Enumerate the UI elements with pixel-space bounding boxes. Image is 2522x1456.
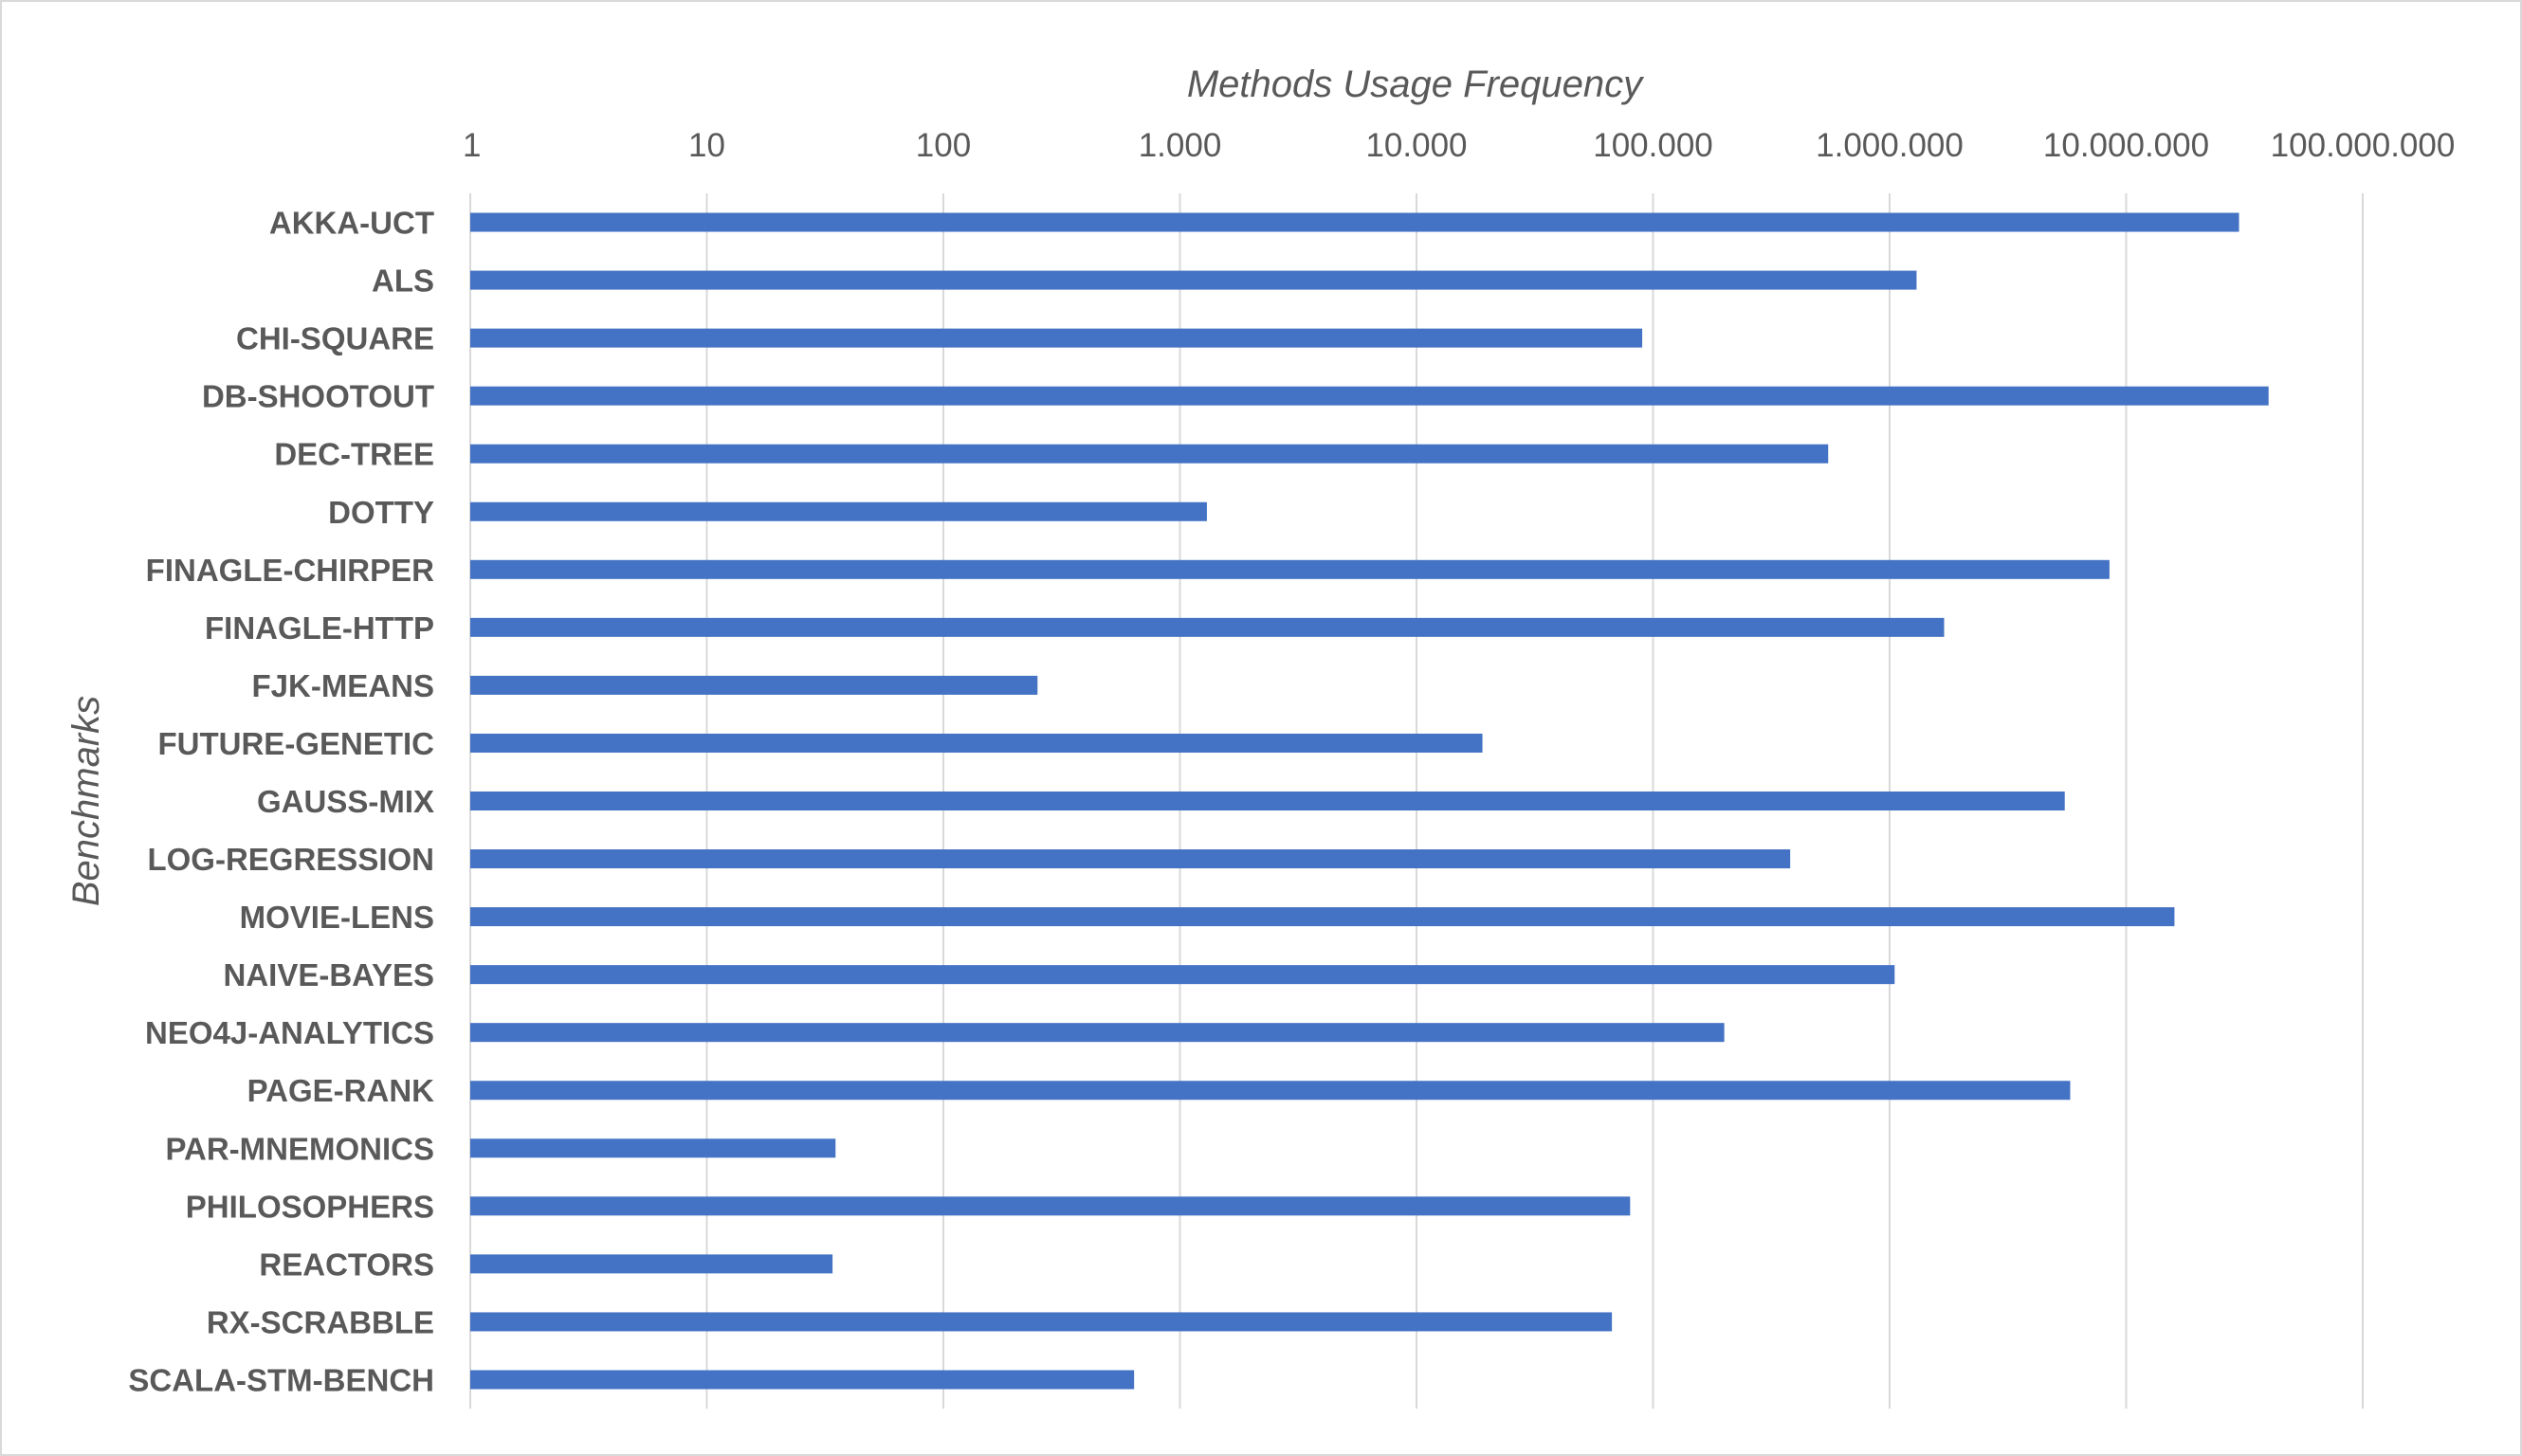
bar-movie-lens (470, 907, 2175, 927)
category-label-db-shootout: DB-SHOOTOUT (202, 379, 434, 414)
bar-akka-uct (470, 212, 2239, 232)
category-label-philosophers: PHILOSOPHERS (186, 1189, 434, 1224)
category-label-gauss-mix: GAUSS-MIX (257, 784, 434, 819)
bar-finagle-chirper (470, 559, 2110, 579)
category-label-future-genetic: FUTURE-GENETIC (158, 726, 435, 761)
category-label-reactors: REACTORS (259, 1247, 434, 1282)
bar-naive-bayes (470, 965, 1895, 985)
x-tick-label: 100.000.000 (2271, 127, 2456, 164)
bar-gauss-mix (470, 792, 2065, 810)
x-tick-label: 10.000 (1365, 127, 1467, 164)
category-label-movie-lens: MOVIE-LENS (240, 900, 434, 935)
bar-fjk-means (470, 675, 1038, 695)
category-label-scala-stm-bench: SCALA-STM-BENCH (128, 1362, 434, 1397)
bar-db-shootout (470, 386, 2269, 406)
x-tick-label: 1.000.000 (1816, 127, 1964, 164)
category-label-naive-bayes: NAIVE-BAYES (223, 957, 434, 992)
bar-als (470, 270, 1917, 290)
category-label-page-rank: PAGE-RANK (247, 1073, 435, 1108)
bar-future-genetic (470, 733, 1483, 753)
bar-dec-tree (470, 444, 1829, 464)
category-label-par-mnemonics: PAR-MNEMONICS (165, 1131, 434, 1166)
bar-chi-square (470, 328, 1643, 348)
bar-par-mnemonics (470, 1138, 836, 1158)
x-tick-label: 1.000 (1139, 127, 1222, 164)
category-label-neo4j-analytics: NEO4J-ANALYTICS (145, 1015, 434, 1050)
x-tick-label: 100.000 (1593, 127, 1713, 164)
category-label-dec-tree: DEC-TREE (274, 437, 434, 472)
category-label-chi-square: CHI-SQUARE (236, 321, 434, 356)
bars (470, 212, 2269, 1390)
x-tick-label: 10.000.000 (2043, 127, 2209, 164)
bar-log-regression (470, 849, 1791, 869)
category-labels: AKKA-UCT ALS CHI-SQUARE DB-SHOOTOUT DEC-TREE… (128, 206, 434, 1398)
bar-finagle-http (470, 617, 1945, 637)
bar-rx-scrabble (470, 1312, 1613, 1332)
bar-neo4j-analytics (470, 1023, 1725, 1043)
category-label-als: ALS (372, 264, 434, 299)
bar-scala-stm-bench (470, 1370, 1135, 1390)
x-tick-label: 1 (463, 127, 481, 164)
bar-reactors (470, 1254, 833, 1274)
x-tick-label: 100 (916, 127, 971, 164)
category-label-log-regression: LOG-REGRESSION (147, 842, 434, 877)
bar-page-rank (470, 1081, 2071, 1101)
category-label-fjk-means: FJK-MEANS (251, 668, 434, 703)
y-axis-title: Benchmarks (65, 696, 107, 906)
category-label-dotty: DOTTY (328, 495, 434, 530)
category-label-rx-scrabble: RX-SCRABBLE (207, 1304, 434, 1339)
x-axis-title: Methods Usage Frequency (1187, 64, 1645, 105)
bar-philosophers (470, 1196, 1631, 1216)
x-tick-label: 10 (688, 127, 725, 164)
category-label-finagle-http: FINAGLE-HTTP (205, 610, 434, 646)
category-label-finagle-chirper: FINAGLE-CHIRPER (146, 553, 435, 588)
category-label-akka-uct: AKKA-UCT (269, 206, 434, 241)
x-tick-labels: 1 10 100 1.000 10.000 100.000 1.000.000 10.000.… (463, 127, 2455, 164)
bar-dotty (470, 501, 1207, 521)
